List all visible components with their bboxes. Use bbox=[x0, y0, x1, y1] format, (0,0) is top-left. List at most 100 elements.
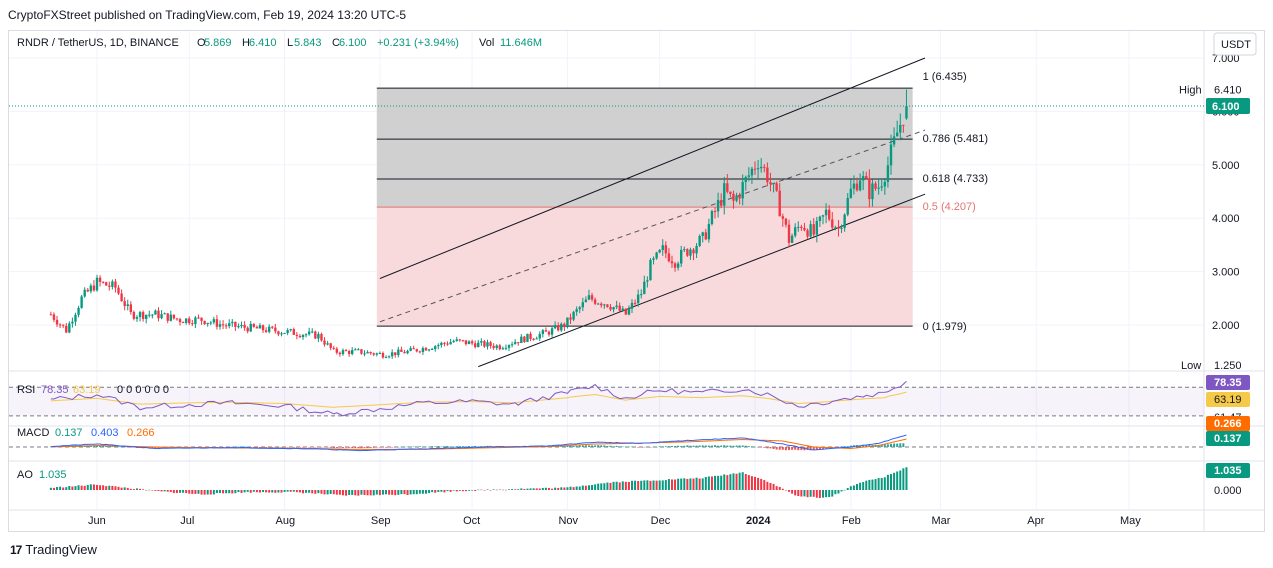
macd-histogram-bar bbox=[840, 446, 843, 447]
candle-body bbox=[701, 232, 704, 237]
candle-body bbox=[246, 327, 249, 332]
ao-bar bbox=[483, 490, 486, 491]
ao-bar bbox=[738, 472, 741, 490]
ao-bar bbox=[551, 488, 554, 490]
ao-bar bbox=[305, 490, 308, 493]
macd-histogram-bar bbox=[557, 446, 560, 447]
time-tick-label: 2024 bbox=[746, 515, 771, 527]
candle-body bbox=[184, 318, 188, 323]
macd-histogram-bar bbox=[741, 445, 744, 447]
ao-bar bbox=[896, 471, 899, 490]
candle-body bbox=[800, 226, 803, 228]
candle-body bbox=[689, 249, 692, 256]
candle-body bbox=[892, 136, 896, 145]
candle-body bbox=[680, 249, 683, 264]
candle-body bbox=[489, 342, 492, 346]
candle-body bbox=[615, 305, 618, 308]
ao-bar bbox=[797, 490, 800, 497]
ao-bar bbox=[788, 490, 790, 492]
macd-histogram-bar bbox=[834, 447, 837, 448]
macd-histogram-bar bbox=[822, 447, 824, 449]
ao-bar bbox=[781, 488, 784, 490]
candle-body bbox=[323, 340, 326, 345]
ao-bar bbox=[166, 490, 169, 492]
ao-bar bbox=[606, 482, 609, 490]
candle-body bbox=[141, 312, 145, 319]
candle-body bbox=[868, 178, 871, 200]
macd-histogram-bar bbox=[89, 445, 92, 447]
ao-bar bbox=[52, 487, 55, 490]
macd-histogram-bar bbox=[240, 446, 243, 448]
ao-bar bbox=[720, 475, 723, 490]
ao-bar bbox=[631, 480, 634, 490]
chart-svg[interactable]: 1 (6.435) 0.786 (5.481) 0.618 (4.733) 0.5 (… bbox=[9, 31, 1264, 531]
macd-histogram-bar bbox=[123, 446, 126, 448]
ao-bar bbox=[554, 487, 557, 490]
ao-bar bbox=[840, 490, 843, 492]
macd-histogram-bar bbox=[837, 447, 840, 448]
ao-bar bbox=[495, 489, 498, 491]
macd-histogram-bar bbox=[791, 447, 794, 450]
ao-bar bbox=[695, 477, 698, 490]
candle-body bbox=[686, 249, 689, 256]
ao-bar bbox=[345, 490, 348, 496]
macd-histogram-bar bbox=[566, 445, 569, 447]
rsi-tail: 0 0 0 0 0 0 bbox=[117, 384, 169, 396]
ao-bar bbox=[357, 490, 360, 496]
macd-histogram-bar bbox=[784, 447, 787, 451]
macd-histogram-bar bbox=[277, 446, 280, 448]
tradingview-logo: 17 bbox=[10, 542, 22, 557]
macd-histogram-bar bbox=[609, 445, 612, 447]
macd-histogram-bar bbox=[578, 445, 581, 447]
ao-bar bbox=[65, 487, 68, 490]
ao-badge-value: 1.035 bbox=[1214, 465, 1242, 477]
candle-body bbox=[332, 347, 335, 349]
macd-histogram-bar bbox=[594, 445, 597, 447]
ao-bar bbox=[49, 487, 52, 490]
ao-bar bbox=[591, 484, 594, 490]
ao-bar bbox=[883, 477, 886, 490]
ao-bar bbox=[563, 487, 566, 490]
candle-body bbox=[166, 313, 169, 321]
macd-histogram-bar bbox=[615, 445, 618, 447]
fib-level-label: 1 (6.435) bbox=[923, 71, 967, 83]
chart-frame[interactable]: 1 (6.435) 0.786 (5.481) 0.618 (4.733) 0.5 (… bbox=[8, 30, 1265, 532]
macd-histogram-bar bbox=[652, 446, 655, 448]
candle-body bbox=[483, 341, 486, 347]
ao-bar bbox=[831, 490, 834, 497]
macd-histogram-bar bbox=[283, 447, 286, 448]
ao-bar bbox=[225, 490, 228, 494]
macd-histogram-bar bbox=[391, 447, 394, 448]
rsi-name: RSI bbox=[17, 384, 35, 396]
candle-body bbox=[304, 334, 308, 336]
macd-histogram-bar bbox=[243, 446, 246, 448]
macd-histogram-bar bbox=[458, 446, 461, 447]
candle-body bbox=[744, 176, 747, 183]
candle-body bbox=[750, 168, 754, 176]
ao-bar bbox=[440, 490, 443, 492]
ao-bar bbox=[674, 479, 677, 490]
ao-bar bbox=[68, 486, 71, 490]
ao-bar bbox=[664, 480, 667, 490]
candle-body bbox=[443, 342, 446, 344]
currency-button-label[interactable]: USDT bbox=[1221, 39, 1251, 51]
ao-badge bbox=[1206, 463, 1250, 478]
macd-histogram-bar bbox=[154, 447, 157, 449]
time-tick-label: Jun bbox=[88, 515, 106, 527]
ao-bar bbox=[209, 490, 212, 495]
ao-bar bbox=[529, 488, 532, 490]
candle-body bbox=[738, 195, 741, 199]
candle-body bbox=[363, 353, 366, 355]
time-tick-label: Sep bbox=[371, 515, 391, 527]
ao-bar bbox=[569, 486, 572, 490]
ao-bar bbox=[145, 490, 148, 491]
ao-bar bbox=[477, 489, 480, 491]
channel-middle-line bbox=[379, 129, 926, 323]
ao-bar bbox=[455, 490, 458, 492]
macd-histogram-bar bbox=[326, 447, 329, 448]
candle-body bbox=[846, 197, 849, 215]
macd-histogram-bar bbox=[772, 447, 775, 449]
candle-body bbox=[203, 320, 206, 325]
candle-body bbox=[117, 287, 120, 294]
ao-bar bbox=[859, 482, 862, 490]
